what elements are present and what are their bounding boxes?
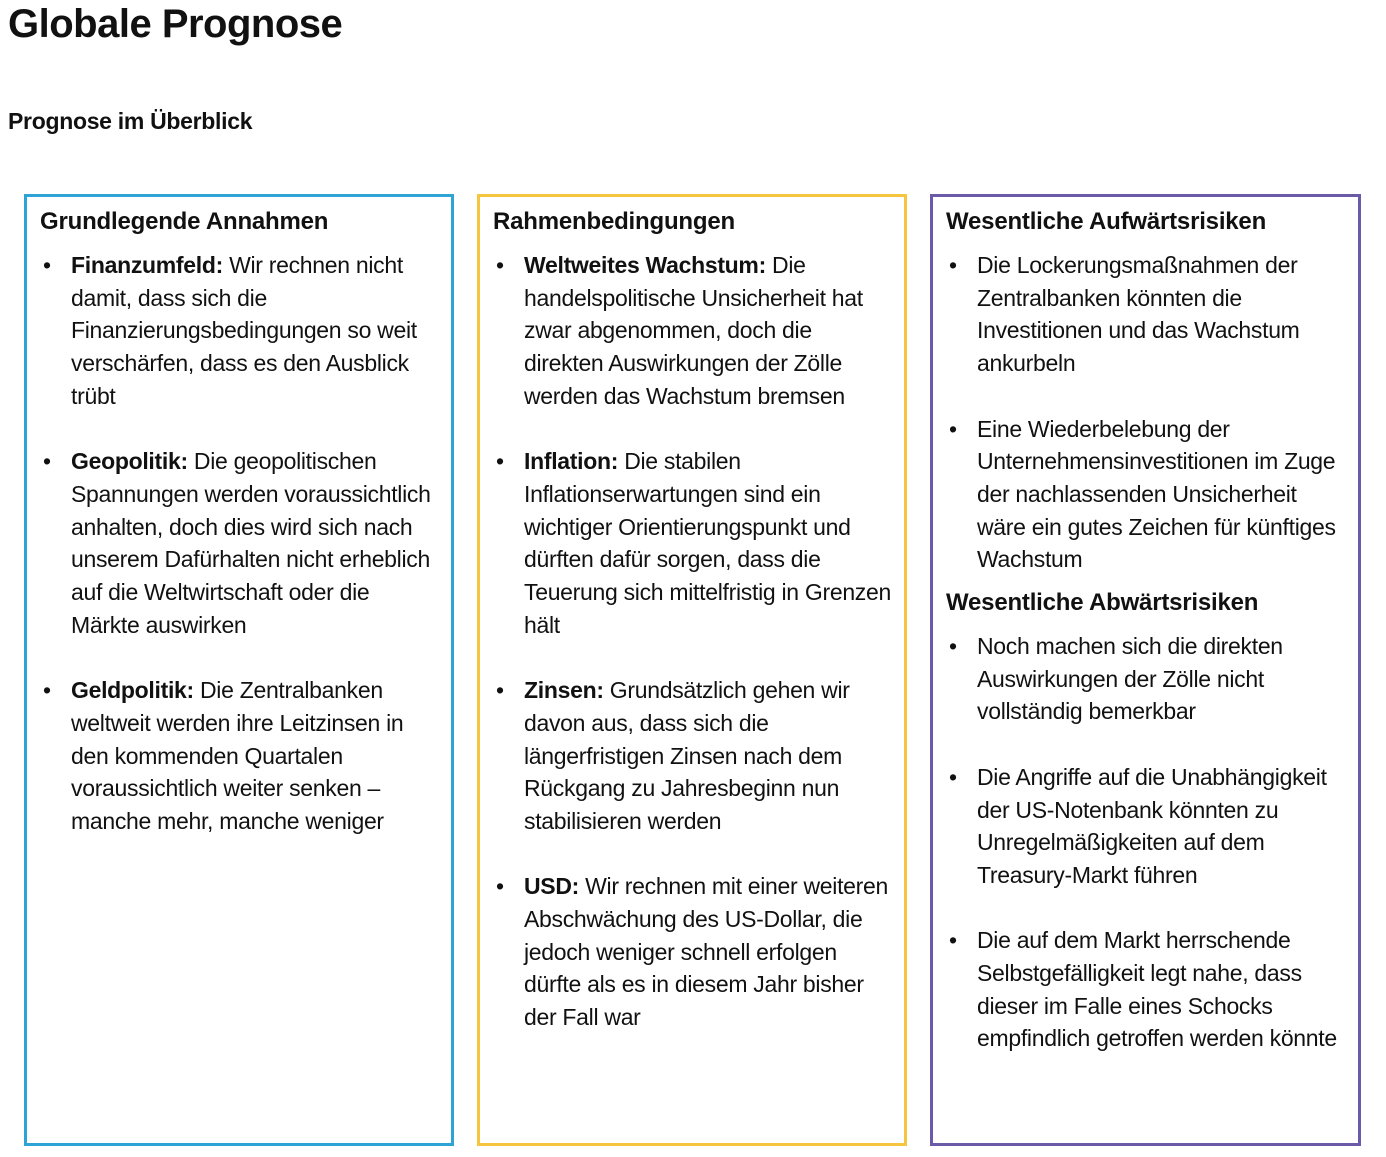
- bullet-icon: •: [43, 448, 51, 475]
- item-text: Die geopolitischen Spannungen werden vor…: [71, 448, 431, 638]
- bullet-icon: •: [496, 677, 504, 704]
- item-text: Eine Wiederbelebung der Unternehmensinve…: [977, 415, 1336, 573]
- section-heading: Wesentliche Aufwärtsrisiken: [946, 208, 1267, 235]
- item-text: Wir rechnen nicht damit, dass sich die F…: [71, 252, 417, 409]
- bullet-icon: •: [496, 873, 504, 900]
- section-heading: Rahmenbedingungen: [493, 208, 735, 235]
- bullet-icon: •: [949, 415, 957, 442]
- list-item: • Zinsen: Grundsätzlich gehen wir davon a…: [493, 674, 892, 838]
- item-label: Zinsen:: [524, 677, 604, 704]
- item-text: Die auf dem Markt herrschende Selbstgefä…: [977, 927, 1337, 1052]
- column-basic-assumptions: Grundlegende Annahmen • Finanzumfeld: Wir …: [24, 194, 454, 1146]
- list-item: • Die Angriffe auf die Unabhängigkeit der…: [946, 761, 1346, 892]
- list-item: • Finanzumfeld: Wir rechnen nicht damit, …: [40, 249, 439, 413]
- bullet-icon: •: [949, 633, 957, 660]
- bullet-icon: •: [43, 677, 51, 704]
- bullet-list: • Weltweites Wachstum: Die handelspolitis…: [493, 249, 892, 1034]
- item-text: Die handelspolitische Unsicherheit hat z…: [524, 252, 863, 409]
- item-text: Wir rechnen mit einer weiteren Abschwäch…: [524, 873, 889, 1031]
- item-label: Weltweites Wachstum:: [524, 252, 766, 278]
- list-item: • Eine Wiederbelebung der Unternehmensinv…: [946, 413, 1346, 577]
- item-text: Die Lockerungsmaßnahmen der Zentralbanke…: [977, 252, 1300, 377]
- bullet-icon: •: [496, 448, 504, 475]
- bullet-icon: •: [949, 252, 957, 278]
- bullet-icon: •: [949, 763, 957, 790]
- section-heading: Grundlegende Annahmen: [40, 208, 329, 235]
- item-text: Grundsätzlich gehen wir davon aus, dass …: [524, 677, 850, 834]
- list-item: • Geopolitik: Die geopolitischen Spannung…: [40, 445, 439, 641]
- list-item: • Die Lockerungsmaßnahmen der Zentralbank…: [946, 249, 1346, 380]
- column-key-risks: Wesentliche Aufwärtsrisiken • Die Lockerun…: [930, 194, 1361, 1146]
- list-item: • Geldpolitik: Die Zentralbanken weltweit…: [40, 674, 439, 838]
- list-item: • Die auf dem Markt herrschende Selbstgef…: [946, 924, 1346, 1055]
- list-item: • Noch machen sich die direkten Auswirkun…: [946, 630, 1346, 728]
- item-text: Noch machen sich die direkten Auswirkung…: [977, 633, 1283, 725]
- bullet-icon: •: [43, 252, 51, 278]
- item-label: Inflation:: [524, 448, 619, 475]
- bullet-list: • Die Lockerungsmaßnahmen der Zentralbank…: [946, 249, 1346, 576]
- column-framework-conditions: Rahmenbedingungen • Weltweites Wachstum: D…: [477, 194, 907, 1146]
- bullet-icon: •: [496, 252, 504, 278]
- bullet-list: • Noch machen sich die direkten Auswirkun…: [946, 630, 1346, 1055]
- item-text: Die Zentralbanken weltweit werden ihre L…: [71, 677, 404, 834]
- bullet-list: • Finanzumfeld: Wir rechnen nicht damit, …: [40, 249, 439, 838]
- item-text: Die Angriffe auf die Unabhängigkeit der …: [977, 763, 1327, 888]
- section-heading: Wesentliche Abwärtsrisiken: [946, 589, 1259, 617]
- item-label: USD:: [524, 873, 580, 900]
- item-label: Finanzumfeld:: [71, 252, 223, 278]
- list-item: • Inflation: Die stabilen Inflationserwar…: [493, 445, 892, 641]
- bullet-icon: •: [949, 927, 957, 954]
- page-subtitle: Prognose im Überblick: [8, 108, 253, 134]
- item-text: Die stabilen Inflationserwartungen sind …: [524, 448, 891, 638]
- list-item: • USD: Wir rechnen mit einer weiteren Abs…: [493, 870, 892, 1034]
- item-label: Geopolitik:: [71, 448, 188, 475]
- page-title: Globale Prognose: [8, 2, 343, 46]
- item-label: Geldpolitik:: [71, 677, 194, 704]
- list-item: • Weltweites Wachstum: Die handelspolitis…: [493, 249, 892, 413]
